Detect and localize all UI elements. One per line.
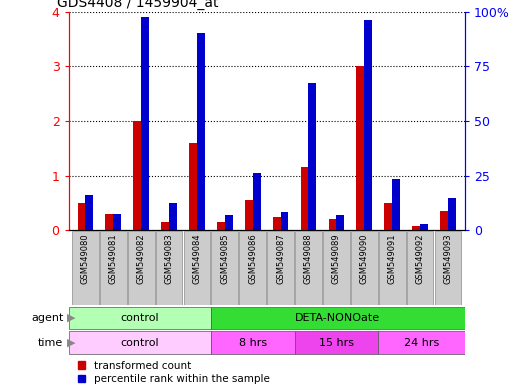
FancyBboxPatch shape <box>351 231 378 305</box>
Text: 24 hrs: 24 hrs <box>404 338 439 348</box>
Text: GSM549083: GSM549083 <box>165 233 174 284</box>
FancyBboxPatch shape <box>323 231 350 305</box>
Bar <box>86 195 93 230</box>
FancyBboxPatch shape <box>128 231 155 305</box>
Text: GSM549080: GSM549080 <box>81 233 90 284</box>
Bar <box>114 214 121 230</box>
Text: GSM549092: GSM549092 <box>416 233 425 284</box>
Bar <box>225 215 233 230</box>
Text: GSM549091: GSM549091 <box>388 233 397 284</box>
FancyBboxPatch shape <box>239 231 266 305</box>
Text: agent: agent <box>31 313 63 323</box>
Text: GSM549090: GSM549090 <box>360 233 369 284</box>
Text: GSM549093: GSM549093 <box>444 233 452 284</box>
Text: time: time <box>38 338 63 348</box>
FancyBboxPatch shape <box>407 231 433 305</box>
Bar <box>106 214 114 230</box>
Bar <box>448 197 456 230</box>
FancyBboxPatch shape <box>211 306 465 329</box>
FancyBboxPatch shape <box>379 231 406 305</box>
Text: control: control <box>120 338 159 348</box>
Text: GSM549082: GSM549082 <box>137 233 146 284</box>
Text: GSM549084: GSM549084 <box>192 233 201 284</box>
Text: control: control <box>120 313 159 323</box>
FancyBboxPatch shape <box>69 306 211 329</box>
Bar <box>440 211 448 230</box>
Bar <box>392 179 400 230</box>
Text: 15 hrs: 15 hrs <box>319 338 354 348</box>
Bar <box>245 200 253 230</box>
Bar <box>189 143 197 230</box>
Bar <box>134 121 141 230</box>
Text: GSM549089: GSM549089 <box>332 233 341 284</box>
FancyBboxPatch shape <box>267 231 294 305</box>
FancyBboxPatch shape <box>295 231 322 305</box>
Legend: transformed count, percentile rank within the sample: transformed count, percentile rank withi… <box>74 357 274 384</box>
FancyBboxPatch shape <box>211 231 238 305</box>
Bar <box>169 203 177 230</box>
FancyBboxPatch shape <box>69 331 211 354</box>
Bar <box>364 20 372 230</box>
Text: GSM549088: GSM549088 <box>304 233 313 284</box>
FancyBboxPatch shape <box>156 231 182 305</box>
Bar <box>161 222 169 230</box>
Text: GSM549085: GSM549085 <box>220 233 229 284</box>
Text: GDS4408 / 1459904_at: GDS4408 / 1459904_at <box>57 0 218 10</box>
Bar <box>308 83 316 230</box>
Bar <box>141 17 149 230</box>
Text: 8 hrs: 8 hrs <box>239 338 267 348</box>
Bar <box>328 220 336 230</box>
FancyBboxPatch shape <box>184 231 210 305</box>
FancyBboxPatch shape <box>378 331 465 354</box>
Text: DETA-NONOate: DETA-NONOate <box>295 313 380 323</box>
Bar <box>273 217 280 230</box>
FancyBboxPatch shape <box>100 231 127 305</box>
FancyBboxPatch shape <box>72 231 99 305</box>
Text: ▶: ▶ <box>67 338 76 348</box>
Bar <box>280 212 288 230</box>
Bar <box>384 203 392 230</box>
Text: GSM549086: GSM549086 <box>248 233 257 284</box>
Bar <box>420 224 428 230</box>
Bar <box>356 66 364 230</box>
Bar <box>300 167 308 230</box>
FancyBboxPatch shape <box>435 231 461 305</box>
Bar <box>253 174 260 230</box>
Bar <box>336 215 344 230</box>
Bar <box>412 226 420 230</box>
Text: ▶: ▶ <box>67 313 76 323</box>
Text: GSM549087: GSM549087 <box>276 233 285 284</box>
Bar <box>78 203 86 230</box>
FancyBboxPatch shape <box>295 331 378 354</box>
Bar <box>197 33 205 230</box>
Bar <box>217 222 225 230</box>
FancyBboxPatch shape <box>211 331 295 354</box>
Text: GSM549081: GSM549081 <box>109 233 118 284</box>
